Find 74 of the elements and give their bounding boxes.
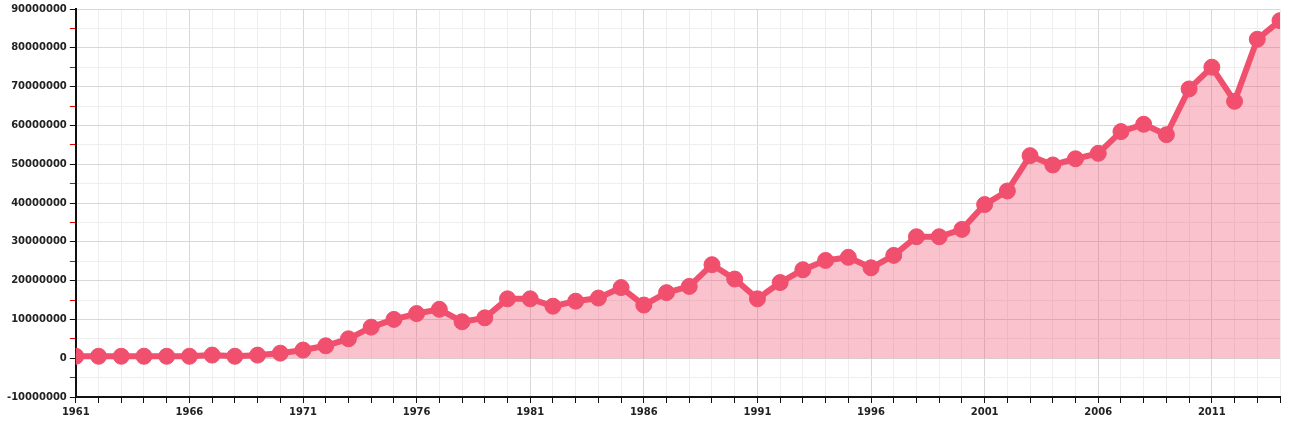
- point: [567, 292, 585, 310]
- y-tick-label: 30000000: [11, 235, 67, 247]
- x-tick-label: 1976: [402, 405, 431, 417]
- y-tick-label: 80000000: [11, 41, 67, 53]
- point: [180, 347, 198, 365]
- point: [1135, 115, 1153, 133]
- point: [339, 330, 357, 348]
- point: [1226, 92, 1244, 110]
- point: [453, 313, 471, 331]
- point: [430, 300, 448, 318]
- y-tick-label: 10000000: [11, 312, 67, 324]
- point: [635, 296, 653, 314]
- y-tick-label: 40000000: [11, 196, 67, 208]
- point: [953, 220, 971, 238]
- point: [158, 347, 176, 365]
- point: [748, 290, 766, 308]
- x-tick-label: 1966: [175, 405, 204, 417]
- y-tick-label: -10000000: [6, 390, 67, 402]
- point: [521, 290, 539, 308]
- y-tick-label: 50000000: [11, 157, 67, 169]
- point: [862, 259, 880, 277]
- point: [1112, 123, 1130, 141]
- y-tick-label: 20000000: [11, 274, 67, 286]
- point: [1067, 150, 1085, 168]
- point: [907, 228, 925, 246]
- point: [794, 261, 812, 279]
- point: [499, 290, 516, 308]
- point: [317, 337, 335, 355]
- point: [771, 274, 789, 292]
- point: [1180, 80, 1198, 98]
- y-tick-label: 60000000: [11, 118, 67, 130]
- x-tick-label: 2001: [970, 405, 999, 417]
- y-tick-label: 0: [59, 351, 67, 363]
- point: [1021, 147, 1039, 165]
- x-tick-label: 1971: [289, 405, 317, 417]
- point: [362, 318, 380, 336]
- point: [90, 347, 108, 365]
- y-tick-label: 90000000: [11, 2, 67, 14]
- point: [680, 277, 698, 295]
- point: [271, 344, 289, 362]
- point: [839, 248, 857, 266]
- point: [612, 279, 630, 297]
- point: [203, 346, 221, 364]
- point: [476, 309, 494, 327]
- point: [408, 305, 426, 323]
- point: [385, 310, 403, 328]
- x-tick-label: 1996: [857, 405, 885, 417]
- point: [1089, 144, 1107, 162]
- x-tick-label: 2011: [1197, 405, 1226, 417]
- point: [135, 347, 153, 365]
- point: [1203, 58, 1221, 76]
- point: [998, 182, 1016, 200]
- point: [976, 196, 994, 214]
- point: [658, 284, 676, 302]
- point: [294, 341, 312, 359]
- point: [112, 347, 130, 365]
- point: [544, 297, 562, 315]
- point: [1157, 126, 1175, 144]
- x-tick-label: 1981: [516, 405, 545, 417]
- point: [1044, 156, 1062, 174]
- point: [817, 251, 835, 269]
- y-tick-label: 70000000: [11, 80, 67, 92]
- x-tick-label: 2006: [1084, 405, 1113, 417]
- point: [930, 228, 948, 246]
- point: [703, 256, 721, 274]
- point: [249, 346, 267, 364]
- point: [885, 246, 903, 264]
- point: [1248, 30, 1266, 48]
- point: [726, 270, 744, 288]
- point: [226, 347, 244, 365]
- x-tick-label: 1961: [61, 405, 90, 417]
- x-tick-label: 1991: [743, 405, 772, 417]
- x-tick-label: 1986: [629, 405, 658, 417]
- point: [589, 289, 607, 307]
